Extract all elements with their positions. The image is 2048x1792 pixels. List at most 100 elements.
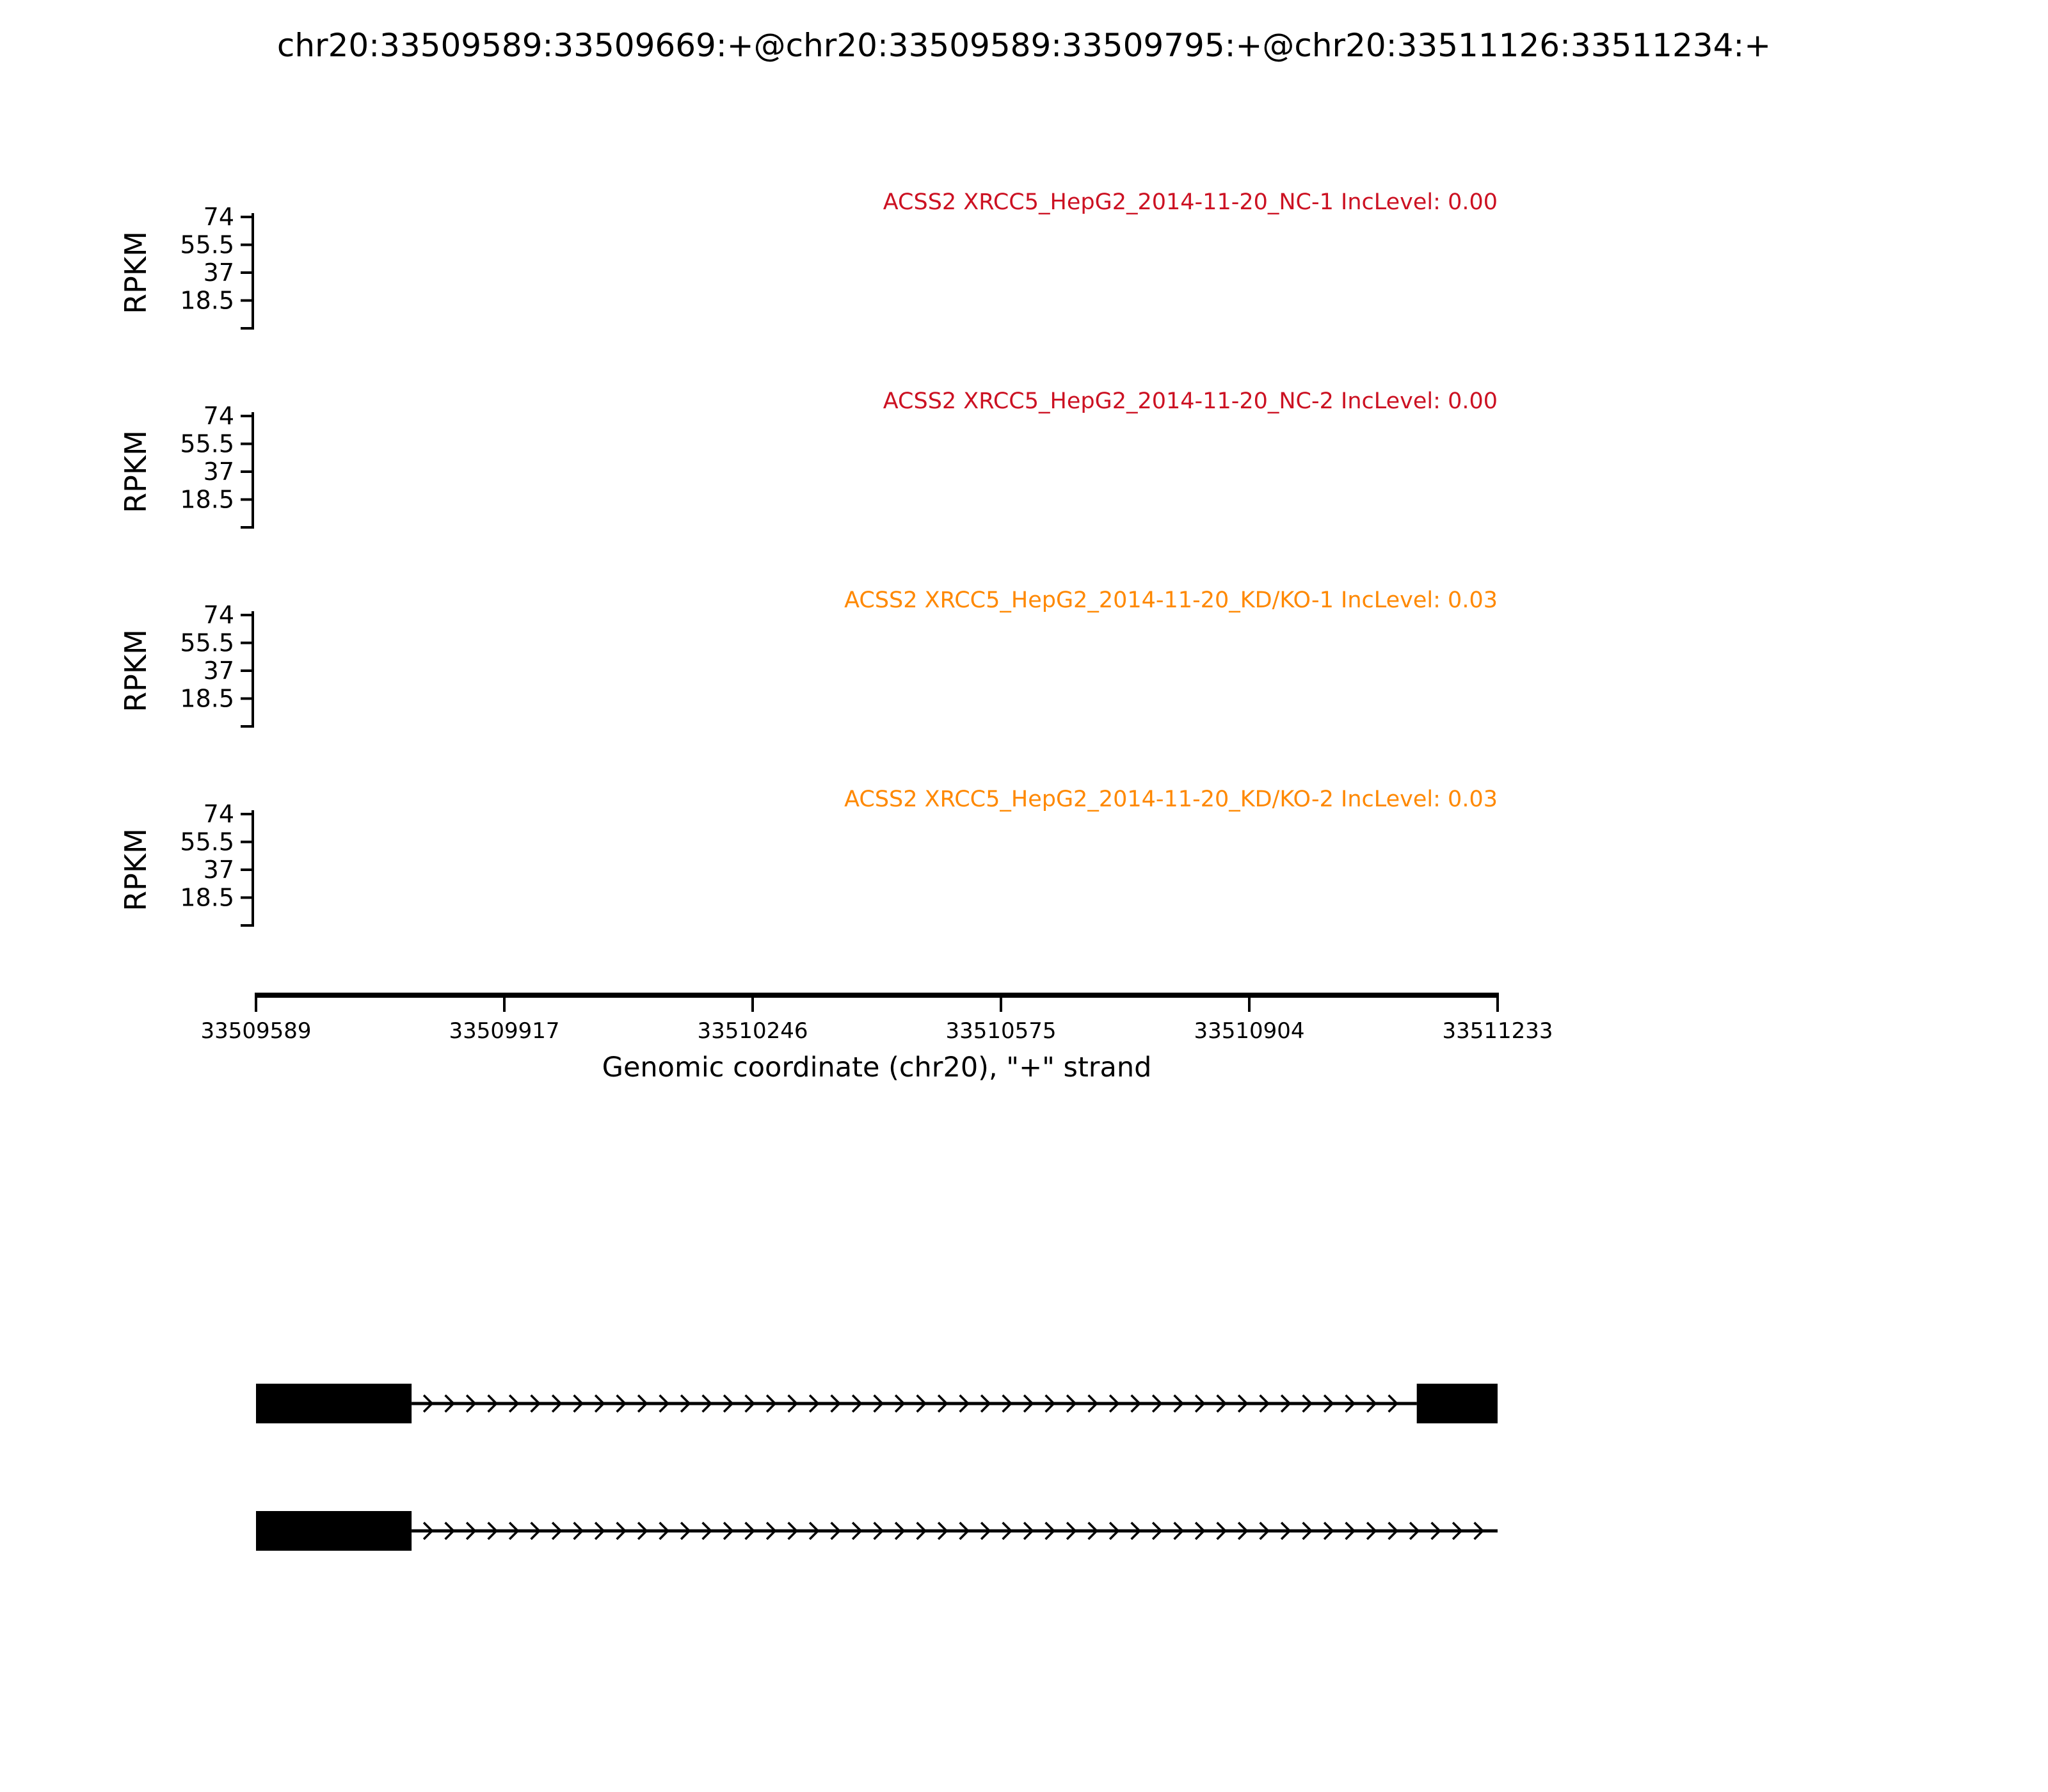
strand-arrow [1151,1394,1163,1413]
strand-arrow [1066,1394,1077,1413]
strand-arrow [830,1394,842,1413]
y-tick-label: 74 [204,601,234,629]
strand-arrow [487,1521,499,1540]
track-title-nc-2: ACSS2 XRCC5_HepG2_2014-11-20_NC-2 IncLev… [883,388,1498,414]
strand-arrow [1259,1394,1270,1413]
exon-box [256,1511,412,1551]
x-tick-label: 33509589 [200,1018,311,1044]
strand-arrow [680,1394,691,1413]
y-tick-label: 55.5 [180,430,234,458]
y-tick-label: 18.5 [180,685,234,713]
x-axis-title: Genomic coordinate (chr20), "+" strand [602,1052,1152,1084]
x-tick-label: 33511233 [1442,1018,1553,1044]
strand-arrow [1366,1521,1377,1540]
strand-arrow [573,1394,584,1413]
strand-arrow [1173,1521,1185,1540]
strand-arrow [1044,1394,1056,1413]
track-title-kdko-2: ACSS2 XRCC5_HepG2_2014-11-20_KD/KO-2 Inc… [844,787,1498,812]
strand-arrow [530,1521,541,1540]
strand-arrow [1345,1521,1356,1540]
strand-arrow [1409,1521,1420,1540]
y-tick-label: 55.5 [180,828,234,856]
strand-arrow [1194,1521,1206,1540]
strand-arrow [1388,1394,1399,1413]
strand-arrow [851,1394,863,1413]
isoform-row-2 [256,1511,1498,1551]
strand-arrow [659,1394,670,1413]
y-tick-label: 55.5 [180,231,234,259]
strand-arrow [1388,1521,1399,1540]
exon-box [256,1384,412,1423]
strand-arrow [508,1394,520,1413]
strand-arrow [701,1394,713,1413]
strand-arrow [637,1394,648,1413]
strand-arrow [1302,1394,1313,1413]
y-tick-label: 37 [204,856,234,884]
strand-arrow [530,1394,541,1413]
strand-arrow [765,1394,777,1413]
strand-arrow [422,1521,434,1540]
strand-arrow [723,1521,734,1540]
strand-arrow [1430,1521,1442,1540]
strand-arrow [744,1521,756,1540]
strand-arrow [422,1394,434,1413]
strand-arrow [487,1394,499,1413]
strand-arrow [637,1521,648,1540]
strand-arrow [787,1394,799,1413]
strand-arrow [1280,1521,1292,1540]
strand-arrow [1452,1521,1463,1540]
strand-arrow [573,1521,584,1540]
strand-arrow [551,1521,563,1540]
x-tick-label: 33510246 [697,1018,808,1044]
strand-arrow [959,1521,970,1540]
strand-arrow [787,1521,799,1540]
strand-arrow [1151,1521,1163,1540]
strand-arrow [1087,1521,1099,1540]
strand-arrow [1366,1394,1377,1413]
strand-arrow [1087,1394,1099,1413]
y-tick-label: 18.5 [180,884,234,912]
y-tick-label: 18.5 [180,486,234,514]
strand-arrow [894,1394,906,1413]
x-tick-label: 33509917 [449,1018,559,1044]
strand-arrow [1002,1521,1013,1540]
strand-arrow [1323,1394,1334,1413]
strand-arrow [594,1521,605,1540]
y-tick-label: 37 [204,259,234,287]
y-tick-label: 74 [204,402,234,430]
strand-arrow [937,1521,948,1540]
strand-arrow [1194,1394,1206,1413]
strand-arrow [1130,1521,1142,1540]
strand-arrow [873,1521,884,1540]
strand-arrow [1216,1394,1228,1413]
strand-arrow [959,1394,970,1413]
transcript-diagram [256,1384,1498,1551]
x-tick-label: 33510575 [945,1018,1056,1044]
track-title-kdko-1: ACSS2 XRCC5_HepG2_2014-11-20_KD/KO-1 Inc… [844,588,1498,613]
strand-arrow [508,1521,520,1540]
y-tick-label: 74 [204,203,234,231]
y-tick-label: 37 [204,458,234,486]
strand-arrow [808,1521,820,1540]
strand-arrow [1345,1394,1356,1413]
strand-arrow [916,1521,927,1540]
strand-arrow [680,1521,691,1540]
y-tick-label: 74 [204,800,234,828]
isoform-row-1 [256,1384,1498,1423]
x-tick-label: 33510904 [1194,1018,1304,1044]
strand-arrow [1237,1521,1249,1540]
strand-arrow [808,1394,820,1413]
strand-arrow [1280,1394,1292,1413]
exon-box [1416,1384,1498,1423]
strand-arrow [744,1394,756,1413]
strand-arrow [1173,1394,1185,1413]
y-tick-label: 18.5 [180,287,234,315]
strand-arrow [1302,1521,1313,1540]
strand-arrow [894,1521,906,1540]
strand-arrow [723,1394,734,1413]
strand-arrow [851,1521,863,1540]
